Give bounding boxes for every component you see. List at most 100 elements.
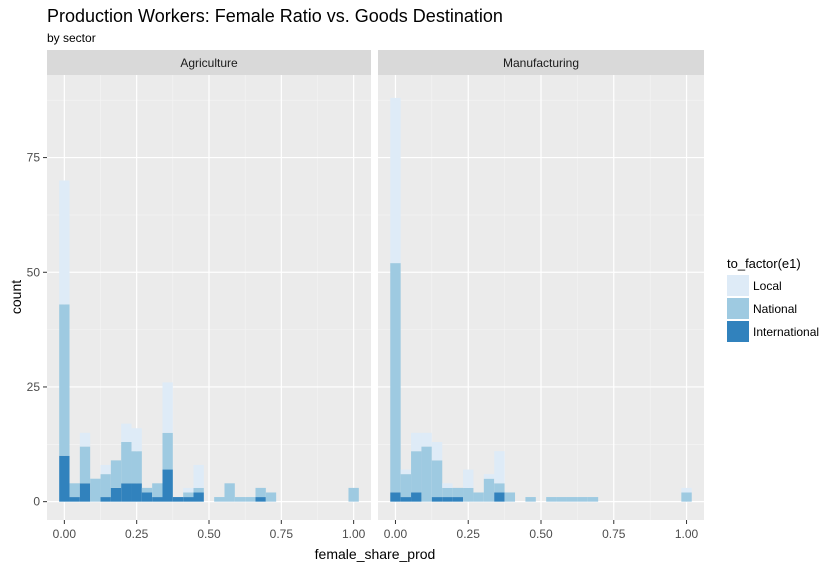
- y-tick-label: 50: [27, 265, 41, 279]
- facet-strip: [378, 50, 704, 75]
- x-axis-title: female_share_prod: [315, 546, 436, 562]
- histogram-bar-local: [494, 451, 505, 484]
- histogram-bar-international: [255, 497, 266, 502]
- histogram-bar-local: [681, 487, 692, 493]
- histogram-bar-national: [348, 487, 359, 502]
- histogram-bar-international: [59, 455, 70, 502]
- histogram-bar-international: [431, 497, 443, 502]
- facet-panel-manufacturing: Manufacturing 0.00 0.25 0.50 0.75 1.00: [378, 50, 704, 541]
- histogram-bar-national: [421, 446, 432, 502]
- histogram-bar-international: [100, 497, 111, 502]
- facet-panel-agriculture: Agriculture 0.00 0.25 0.50 0.75 1.00 0 25 50 75: [27, 50, 371, 541]
- legend-label-local: Local: [753, 279, 782, 293]
- histogram-bar-national: [255, 487, 266, 498]
- chart-title: Production Workers: Female Ratio vs. Goo…: [47, 6, 503, 26]
- histogram-bar-local: [431, 442, 443, 461]
- histogram-bar-national: [431, 460, 443, 498]
- histogram-bar-national: [245, 497, 256, 502]
- legend-label-national: National: [753, 302, 797, 316]
- histogram-bar-national: [152, 483, 163, 498]
- histogram-bar-national: [79, 446, 91, 484]
- histogram-bar-national: [390, 263, 401, 493]
- histogram-bar-national: [100, 474, 111, 498]
- histogram-bar-local: [183, 487, 194, 493]
- histogram-bar-local: [421, 432, 432, 447]
- histogram-bar-international: [452, 497, 464, 502]
- histogram-bar-local: [79, 432, 91, 447]
- histogram-bar-local: [411, 432, 422, 452]
- histogram-bar-local: [193, 464, 204, 488]
- histogram-bar-international: [110, 487, 122, 502]
- y-tick-label: 0: [33, 495, 40, 509]
- x-tick-label: 1.00: [342, 527, 366, 541]
- histogram-bar-national: [234, 497, 246, 502]
- histogram-bar-national: [452, 487, 464, 498]
- histogram-bar-national: [121, 442, 132, 484]
- histogram-bar-international: [121, 483, 132, 502]
- histogram-bar-local: [59, 180, 70, 305]
- histogram-bar-national: [442, 487, 453, 498]
- histogram-bar-national: [110, 460, 122, 488]
- histogram-bar-national: [556, 497, 567, 502]
- histogram-bar-local: [121, 423, 132, 443]
- facet-strip-label: Manufacturing: [503, 56, 579, 70]
- legend-key-local: [727, 275, 749, 296]
- y-axis-title: count: [8, 280, 24, 314]
- histogram-bar-international: [69, 497, 80, 502]
- histogram-bar-local: [400, 469, 412, 475]
- histogram-bar-national: [265, 492, 277, 502]
- histogram-bar-national: [546, 497, 557, 502]
- histogram-bar-national: [587, 497, 599, 502]
- histogram-bar-international: [193, 492, 204, 502]
- facet-strip-label: Agriculture: [180, 56, 238, 70]
- chart-subtitle: by sector: [47, 31, 96, 45]
- x-tick-label: 0.50: [529, 527, 553, 541]
- histogram-bar-national: [224, 483, 235, 502]
- legend-label-international: International: [753, 325, 819, 339]
- x-tick-label: 1.00: [675, 527, 699, 541]
- histogram-bar-national: [681, 492, 692, 502]
- histogram-bar-international: [79, 483, 91, 502]
- histogram-bar-international: [131, 483, 142, 502]
- histogram-bar-international: [494, 492, 505, 502]
- histogram-bar-national: [504, 492, 516, 502]
- x-tick-label: 0.50: [197, 527, 221, 541]
- facet-strip: [47, 50, 371, 75]
- histogram-bar-national: [577, 497, 588, 502]
- histogram-bar-international: [183, 497, 194, 502]
- histogram-bar-national: [463, 487, 474, 502]
- histogram-bar-local: [463, 469, 474, 488]
- histogram-bar-international: [141, 492, 153, 502]
- histogram-bar-national: [162, 432, 173, 470]
- histogram-bar-local: [483, 474, 495, 479]
- histogram-bar-local: [390, 97, 401, 264]
- x-tick-label: 0.25: [125, 527, 149, 541]
- histogram-bar-national: [400, 474, 412, 498]
- histogram-bar-national: [566, 497, 578, 502]
- x-tick-label: 0.75: [602, 527, 626, 541]
- histogram-bar-national: [90, 478, 101, 502]
- y-tick-label: 25: [27, 380, 41, 394]
- histogram-bar-international: [390, 492, 401, 502]
- histogram-bar-international: [162, 469, 173, 502]
- x-tick-label: 0.00: [384, 527, 408, 541]
- histogram-bar-national: [411, 451, 422, 493]
- histogram-bar-international: [400, 497, 412, 502]
- x-tick-label: 0.00: [53, 527, 77, 541]
- histogram-bar-national: [525, 497, 536, 502]
- histogram-bar-national: [494, 483, 505, 493]
- histogram-bar-national: [473, 492, 484, 502]
- histogram-bar-national: [183, 492, 194, 498]
- legend-key-international: [727, 321, 749, 342]
- x-tick-label: 0.25: [457, 527, 481, 541]
- histogram-bar-international: [172, 497, 184, 502]
- legend: to_factor(e1) Local National International: [727, 256, 819, 342]
- histogram-bar-local: [442, 483, 453, 488]
- histogram-bar-national: [193, 487, 204, 493]
- y-tick-label: 75: [27, 151, 41, 165]
- histogram-bar-local: [131, 428, 142, 452]
- legend-key-national: [727, 298, 749, 319]
- histogram-bar-national: [483, 478, 495, 502]
- legend-title: to_factor(e1): [727, 256, 801, 271]
